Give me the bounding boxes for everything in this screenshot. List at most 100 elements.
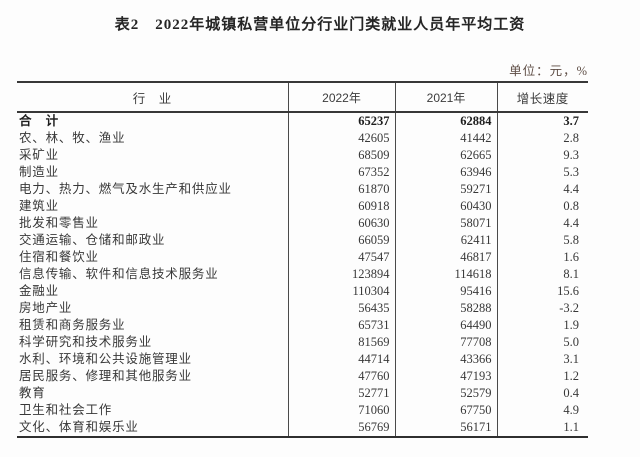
growth-rate-value: 1.6 [496, 249, 588, 266]
industry-name: 文化、体育和娱乐业 [19, 420, 139, 435]
value-2021: 62665 [394, 147, 497, 164]
growth-rate-value: 4.4 [496, 181, 588, 198]
value-2022: 61870 [287, 181, 395, 198]
growth-rate-value: 1.9 [496, 317, 588, 334]
table-row: 租赁和商务服务业 65731 64490 1.9 [17, 317, 588, 334]
value-2022: 67352 [287, 164, 395, 181]
value-2021: 62884 [394, 112, 497, 130]
table-row: 农、林、牧、渔业 42605 41442 2.8 [17, 130, 588, 147]
growth-rate-value: 4.9 [496, 402, 588, 419]
unit-note: 单位：元，% [509, 64, 588, 78]
value-2022: 68509 [287, 147, 395, 164]
industry-name: 制造业 [19, 165, 59, 180]
value-2021: 56171 [394, 419, 497, 437]
value-2021: 63946 [394, 164, 497, 181]
value-2022: 65731 [287, 317, 395, 334]
value-2021: 95416 [394, 283, 497, 300]
industry-name: 采矿业 [19, 148, 59, 163]
value-2022: 60630 [287, 215, 395, 232]
value-2022: 56435 [287, 300, 395, 317]
value-2021: 52579 [394, 385, 497, 402]
value-2022: 65237 [287, 112, 395, 130]
table-row: 文化、体育和娱乐业 56769 56171 1.1 [17, 419, 588, 437]
table-title: 表2 2022年城镇私营单位分行业门类就业人员年平均工资 [114, 17, 526, 33]
growth-rate-value: -3.2 [496, 300, 588, 317]
value-2021: 114618 [394, 266, 497, 283]
wage-table: 行 业 2022年 2021年 增长速度 合 计 65237 62884 3.7… [17, 81, 588, 438]
value-2022: 47547 [287, 249, 395, 266]
value-2021: 64490 [394, 317, 497, 334]
table-row: 制造业 67352 63946 5.3 [17, 164, 588, 181]
industry-name: 农、林、牧、渔业 [19, 131, 126, 146]
value-2022: 66059 [287, 232, 395, 249]
industry-name: 合 计 [19, 114, 59, 129]
value-2022: 56769 [287, 419, 395, 437]
industry-name: 租赁和商务服务业 [19, 318, 126, 333]
table-row: 批发和零售业 60630 58071 4.4 [17, 215, 588, 232]
value-2022: 110304 [287, 283, 395, 300]
table-row: 合 计 65237 62884 3.7 [17, 112, 588, 130]
industry-name: 住宿和餐饮业 [19, 250, 99, 265]
industry-name: 批发和零售业 [19, 216, 99, 231]
industry-name: 居民服务、修理和其他服务业 [19, 369, 192, 384]
growth-rate-value: 4.4 [496, 215, 588, 232]
industry-name: 建筑业 [19, 199, 59, 214]
growth-rate-value: 5.0 [496, 334, 588, 351]
industry-name: 信息传输、软件和信息技术服务业 [19, 267, 219, 282]
table-body: 合 计 65237 62884 3.7 农、林、牧、渔业 42605 41442… [17, 112, 588, 437]
table-row: 建筑业 60918 60430 0.8 [17, 198, 588, 215]
industry-name: 交通运输、仓储和邮政业 [19, 233, 166, 248]
growth-rate-value: 15.6 [496, 283, 588, 300]
growth-rate-value: 0.8 [496, 198, 588, 215]
table-row: 采矿业 68509 62665 9.3 [17, 147, 588, 164]
header-year-2022: 2022年 [287, 82, 395, 112]
header-industry: 行 业 [132, 91, 172, 106]
growth-rate-value: 3.1 [496, 351, 588, 368]
growth-rate-value: 5.3 [496, 164, 588, 181]
table-row: 水利、环境和公共设施管理业 44714 43366 3.1 [17, 351, 588, 368]
industry-name: 水利、环境和公共设施管理业 [19, 352, 192, 367]
value-2021: 67750 [394, 402, 497, 419]
header-growth-rate: 增长速度 [496, 82, 588, 112]
growth-rate-value: 1.1 [496, 419, 588, 437]
value-2021: 58071 [394, 215, 497, 232]
value-2021: 59271 [394, 181, 497, 198]
value-2021: 60430 [394, 198, 497, 215]
value-2022: 60918 [287, 198, 395, 215]
growth-rate-value: 1.2 [496, 368, 588, 385]
header-year-2021: 2021年 [394, 82, 497, 112]
value-2021: 43366 [394, 351, 497, 368]
value-2022: 52771 [287, 385, 395, 402]
table-row: 教育 52771 52579 0.4 [17, 385, 588, 402]
growth-rate-value: 3.7 [496, 112, 588, 130]
industry-name: 科学研究和技术服务业 [19, 335, 153, 350]
value-2021: 77708 [394, 334, 497, 351]
growth-rate-value: 5.8 [496, 232, 588, 249]
value-2022: 123894 [287, 266, 395, 283]
industry-name: 金融业 [19, 284, 59, 299]
growth-rate-value: 0.4 [496, 385, 588, 402]
value-2022: 47760 [287, 368, 395, 385]
header-row: 行 业 2022年 2021年 增长速度 [17, 82, 588, 112]
table-row: 金融业 110304 95416 15.6 [17, 283, 588, 300]
value-2021: 47193 [394, 368, 497, 385]
table-row: 住宿和餐饮业 47547 46817 1.6 [17, 249, 588, 266]
growth-rate-value: 9.3 [496, 147, 588, 164]
growth-rate-value: 8.1 [496, 266, 588, 283]
value-2022: 81569 [287, 334, 395, 351]
industry-name: 房地产业 [19, 301, 73, 316]
table-row: 电力、热力、燃气及水生产和供应业 61870 59271 4.4 [17, 181, 588, 198]
value-2021: 62411 [394, 232, 497, 249]
table-row: 卫生和社会工作 71060 67750 4.9 [17, 402, 588, 419]
table-row: 科学研究和技术服务业 81569 77708 5.0 [17, 334, 588, 351]
value-2021: 46817 [394, 249, 497, 266]
value-2022: 44714 [287, 351, 395, 368]
value-2022: 71060 [287, 402, 395, 419]
table-row: 房地产业 56435 58288 -3.2 [17, 300, 588, 317]
industry-name: 电力、热力、燃气及水生产和供应业 [19, 182, 232, 197]
value-2022: 42605 [287, 130, 395, 147]
table-row: 居民服务、修理和其他服务业 47760 47193 1.2 [17, 368, 588, 385]
industry-name: 卫生和社会工作 [19, 403, 113, 418]
table-row: 交通运输、仓储和邮政业 66059 62411 5.8 [17, 232, 588, 249]
